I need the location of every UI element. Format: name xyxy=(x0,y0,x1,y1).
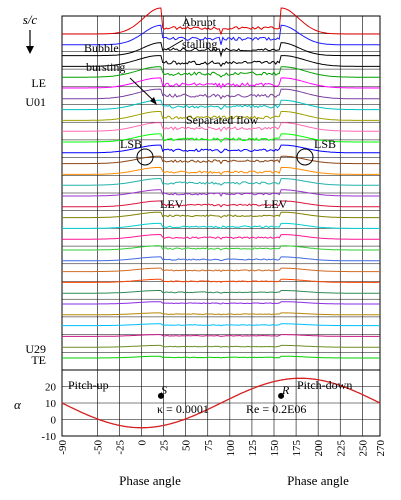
x-tick-label: -90 xyxy=(57,440,69,455)
annotation-bursting: bursting xyxy=(86,60,125,74)
pressure-trace xyxy=(62,66,380,78)
alpha-tick-label: 10 xyxy=(45,398,57,410)
pressure-trace xyxy=(62,88,380,100)
x-tick-label: -50 xyxy=(92,440,104,455)
pressure-trace xyxy=(62,7,380,36)
x-tick-label: 250 xyxy=(357,440,369,457)
pressure-trace xyxy=(62,189,380,197)
x-tick-label: 100 xyxy=(225,440,237,457)
pressure-trace xyxy=(62,200,380,208)
xaxis-label-right: Phase angle xyxy=(287,473,349,488)
point-s-label: S xyxy=(161,383,167,397)
pressure-trace xyxy=(62,178,380,186)
pressure-trace xyxy=(62,144,380,154)
re-label: Re = 0.2E06 xyxy=(246,402,306,416)
pressure-trace xyxy=(62,234,380,240)
pressure-trace xyxy=(62,122,380,132)
x-tick-label: -25 xyxy=(114,440,126,455)
pressure-trace xyxy=(62,323,380,327)
pressure-trace xyxy=(62,77,380,90)
x-tick-label: 125 xyxy=(247,440,259,457)
annotation-lsb-left: LSB xyxy=(120,137,142,151)
pressure-trace xyxy=(62,344,380,348)
row-label-te: TE xyxy=(31,353,46,367)
annotation-stalling: stalling xyxy=(182,37,217,51)
x-tick-label: 150 xyxy=(269,440,281,457)
x-tick-label: 225 xyxy=(335,440,347,457)
alpha-panel xyxy=(61,377,381,437)
x-tick-label: 0 xyxy=(137,440,149,446)
pressure-trace xyxy=(62,211,380,219)
pressure-trace xyxy=(62,278,380,283)
x-tick-label: 75 xyxy=(203,440,215,452)
pressure-trace xyxy=(62,245,380,251)
alpha-tick-label: 20 xyxy=(45,382,57,394)
annotation-bubble: Bubble xyxy=(84,41,119,55)
pressure-trace xyxy=(62,312,380,316)
x-tick-label: 200 xyxy=(313,440,325,457)
plot-frame xyxy=(61,15,381,437)
pressure-trace xyxy=(62,111,380,122)
x-tick-label: 50 xyxy=(181,440,193,452)
pressure-trace xyxy=(62,42,380,58)
lsb-right-circle xyxy=(296,148,314,166)
grid xyxy=(61,15,381,437)
row-label-u01: U01 xyxy=(25,95,46,109)
pressure-trace xyxy=(62,256,380,262)
annotation-lev-right: LEV xyxy=(264,197,288,211)
annotation-lev-left: LEV xyxy=(160,197,184,211)
point-s xyxy=(157,392,164,399)
pressure-trace xyxy=(62,222,380,229)
pressure-trace xyxy=(62,267,380,273)
pressure-trace xyxy=(62,55,380,68)
point-r-label: R xyxy=(281,383,290,397)
pressure-trace xyxy=(62,24,380,46)
annotation-abrupt-arrow xyxy=(165,39,184,51)
pressure-trace xyxy=(62,133,380,143)
alpha-tick-label: -10 xyxy=(41,431,56,443)
kappa-label: κ = 0.0001 xyxy=(157,402,209,416)
x-tick-label: 25 xyxy=(159,440,171,452)
alpha-axis-label: α xyxy=(14,397,22,412)
x-tick-labels: -90 -50 -25 0 25 50 75 100 125 150 175 200 225 250 270 xyxy=(57,440,387,457)
xaxis-label-left: Phase angle xyxy=(119,473,181,488)
down-arrow xyxy=(26,30,34,54)
alpha-curve xyxy=(61,377,381,429)
annotation-lsb-right: LSB xyxy=(314,137,336,151)
pressure-trace xyxy=(62,301,380,305)
row-label-le: LE xyxy=(31,76,46,90)
lsb-left-circle xyxy=(136,148,154,166)
pitch-up-label: Pitch-up xyxy=(68,378,109,392)
pressure-trace xyxy=(62,334,380,337)
x-tick-label: 270 xyxy=(375,440,387,457)
annotation-separated-flow: Separated flow xyxy=(186,113,259,127)
annotation-bubble-arrowhead xyxy=(150,97,157,105)
pressure-trace xyxy=(62,155,380,165)
trace-group xyxy=(62,7,380,359)
alpha-tick-labels: -10 0 10 20 xyxy=(41,382,56,444)
annotation-abrupt: Abrupt xyxy=(182,15,217,29)
x-tick-label: 175 xyxy=(291,440,303,457)
alpha-tick-label: 0 xyxy=(51,415,57,427)
pressure-trace xyxy=(62,355,380,359)
point-r xyxy=(278,392,285,399)
row-label-u29: U29 xyxy=(25,342,46,356)
pitch-down-label: Pitch-down xyxy=(297,378,352,392)
yaxis-label-sc: s/c xyxy=(23,12,38,27)
pressure-trace xyxy=(62,290,380,294)
annotation-bubble-arrow xyxy=(129,77,157,104)
pressure-trace xyxy=(62,99,380,111)
pressure-trace xyxy=(62,166,380,176)
